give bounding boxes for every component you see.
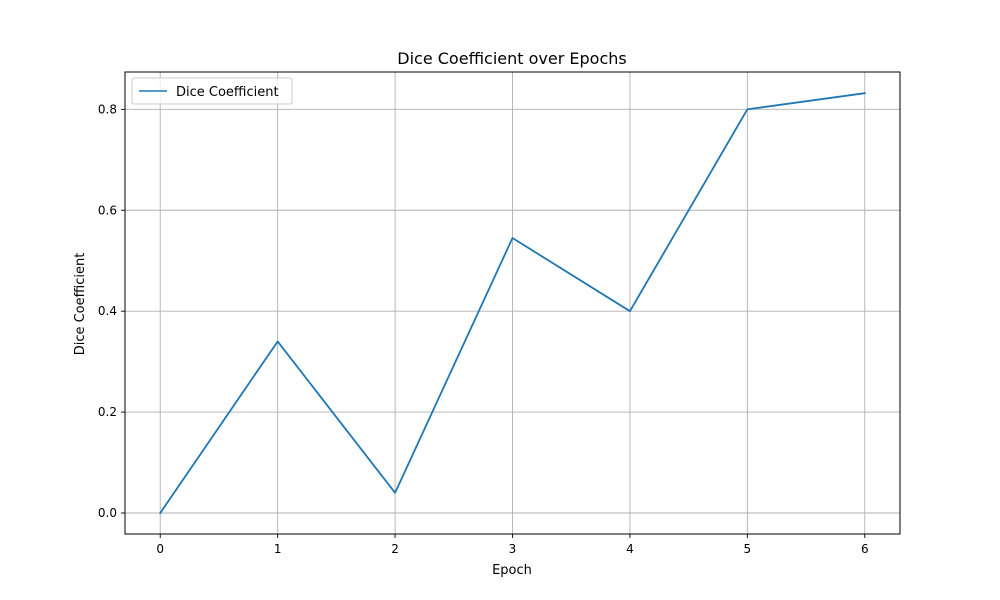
legend: Dice Coefficient bbox=[131, 77, 293, 105]
legend-label-dice-coefficient: Dice Coefficient bbox=[176, 85, 279, 100]
y-tick-label: 0.2 bbox=[98, 405, 117, 419]
x-axis-ticks: 0 1 2 3 4 5 6 bbox=[156, 534, 869, 556]
legend-box bbox=[131, 77, 293, 105]
x-tick-label: 6 bbox=[861, 542, 869, 556]
x-axis-label: Epoch bbox=[492, 563, 532, 578]
y-tick-label: 0.0 bbox=[98, 506, 117, 520]
x-tick-label: 5 bbox=[744, 542, 752, 556]
grid bbox=[125, 72, 900, 534]
x-tick-label: 0 bbox=[156, 542, 164, 556]
y-tick-label: 0.6 bbox=[98, 203, 117, 217]
x-tick-label: 3 bbox=[509, 542, 517, 556]
x-tick-label: 2 bbox=[391, 542, 399, 556]
y-tick-label: 0.8 bbox=[98, 102, 117, 116]
plot-area-frame bbox=[124, 71, 901, 535]
x-tick-label: 1 bbox=[274, 542, 282, 556]
series-lines bbox=[158, 92, 866, 515]
x-tick-label: 4 bbox=[626, 542, 634, 556]
y-tick-label: 0.4 bbox=[98, 304, 117, 318]
y-axis-ticks: 0.0 0.2 0.4 0.6 0.8 bbox=[98, 102, 125, 520]
chart-title: Dice Coefficient over Epochs bbox=[397, 49, 626, 68]
y-axis-label: Dice Coefficient bbox=[73, 253, 88, 356]
